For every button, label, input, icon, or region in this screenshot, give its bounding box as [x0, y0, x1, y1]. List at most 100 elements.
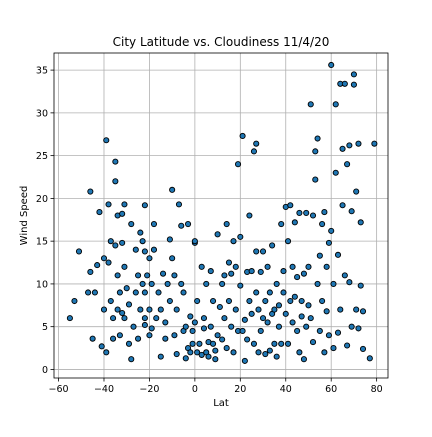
axis-ticks: −60 −40 −20 0 20 40 60 80 0 5 10 15 20 25 30 35	[36, 66, 383, 395]
scatter-point	[141, 248, 148, 255]
scatter-point	[116, 332, 123, 339]
scatter-point	[287, 202, 294, 209]
scatter-point	[319, 297, 326, 305]
scatter-point	[339, 145, 346, 152]
scatter-point	[287, 297, 294, 305]
scatter-point	[221, 315, 228, 322]
x-axis-label: Lat	[213, 398, 229, 409]
scatter-point	[325, 332, 332, 339]
scatter-point	[278, 220, 285, 228]
scatter-point	[321, 209, 328, 216]
scatter-point	[162, 319, 169, 326]
scatter-point	[262, 350, 269, 358]
x-tick-label: −40	[94, 384, 114, 395]
scatter-point	[130, 323, 137, 330]
scatter-point	[359, 308, 367, 315]
scatter-point	[175, 201, 183, 208]
scatter-point	[232, 306, 239, 313]
scatter-point	[253, 289, 260, 296]
y-tick-label: 30	[36, 108, 48, 119]
scatter-point	[346, 142, 353, 149]
scatter-point	[319, 220, 326, 228]
scatter-point	[209, 297, 217, 305]
scatter-point	[275, 302, 282, 309]
scatter-point	[180, 289, 187, 296]
scatter-point	[200, 325, 208, 332]
scatter-point	[312, 176, 319, 183]
scatter-point	[275, 323, 282, 330]
scatter-point	[241, 357, 248, 364]
scatter-point	[291, 219, 298, 226]
scatter-point	[191, 238, 198, 245]
scatter-point	[112, 242, 119, 249]
scatter-point	[194, 349, 201, 356]
scatter-point	[71, 297, 78, 305]
scatter-point	[141, 321, 148, 329]
y-tick-label: 15	[36, 237, 48, 248]
scatter-point	[303, 209, 310, 216]
x-tick-label: 0	[192, 384, 198, 395]
scatter-point	[150, 220, 158, 228]
scatter-point	[141, 289, 148, 296]
scatter-point	[284, 238, 292, 245]
scatter-point	[121, 201, 128, 208]
data-points	[66, 61, 378, 364]
scatter-point	[157, 353, 164, 360]
scatter-point	[128, 356, 135, 363]
scatter-point	[257, 327, 264, 335]
scatter-point	[216, 303, 223, 311]
scatter-point	[307, 101, 314, 108]
scatter-point	[182, 323, 189, 330]
scatter-point	[212, 347, 219, 354]
scatter-point	[359, 345, 367, 352]
scatter-point	[116, 289, 123, 296]
scatter-point	[255, 349, 262, 356]
scatter-point	[350, 81, 357, 88]
scatter-point	[289, 319, 296, 326]
scatter-point	[207, 323, 214, 330]
scatter-point	[262, 297, 269, 305]
scatter-point	[309, 212, 317, 219]
scatter-point	[321, 349, 328, 356]
scatter-point	[294, 327, 301, 335]
scatter-point	[296, 209, 303, 216]
scatter-point	[257, 268, 264, 276]
scatter-point	[221, 272, 228, 279]
scatter-point	[250, 340, 257, 347]
y-tick-label: 5	[42, 322, 48, 333]
scatter-point	[194, 297, 201, 305]
scatter-point	[178, 280, 185, 287]
scatter-point	[119, 239, 126, 246]
scatter-point	[239, 327, 246, 335]
y-tick-label: 0	[42, 365, 48, 376]
scatter-point	[139, 280, 146, 287]
scatter-point	[355, 140, 362, 147]
scatter-point	[132, 289, 139, 296]
x-tick-label: 20	[234, 384, 246, 395]
scatter-point	[112, 178, 119, 185]
scatter-point	[121, 315, 128, 322]
scatter-point	[271, 306, 278, 313]
scatter-point	[264, 319, 271, 326]
scatter-point	[366, 355, 373, 362]
scatter-point	[325, 239, 332, 246]
scatter-point	[305, 263, 312, 270]
scatter-point	[348, 323, 355, 330]
scatter-point	[303, 323, 310, 330]
scatter-point	[166, 297, 173, 305]
scatter-point	[284, 340, 292, 347]
scatter-point	[105, 201, 112, 208]
scatter-point	[280, 289, 287, 296]
scatter-point	[209, 340, 217, 347]
scatter-point	[312, 148, 319, 155]
scatter-point	[85, 289, 92, 296]
scatter-point	[246, 212, 253, 219]
x-tick-label: −20	[139, 384, 159, 395]
scatter-point	[273, 280, 280, 287]
scatter-point	[198, 351, 205, 358]
scatter-point	[264, 263, 271, 270]
scatter-point	[110, 335, 117, 342]
scatter-point	[357, 282, 364, 289]
scatter-point	[339, 202, 346, 209]
scatter-point	[332, 169, 339, 176]
